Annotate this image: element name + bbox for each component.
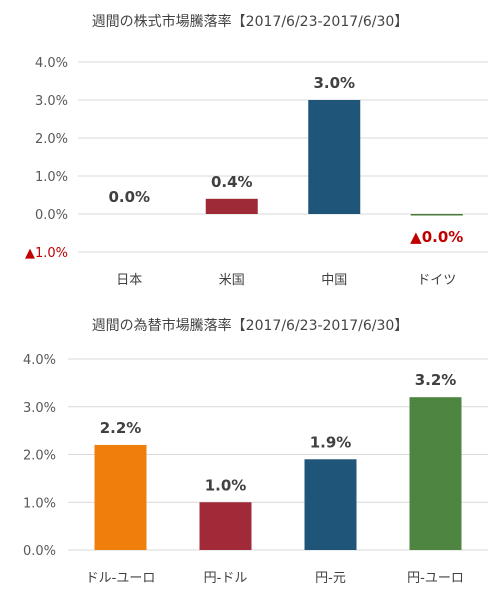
bar: [94, 444, 147, 550]
x-category-label: 円-ユーロ: [407, 571, 464, 586]
bar: [409, 397, 462, 550]
x-category-label: 中国: [321, 273, 347, 288]
y-tick-label: 2.0%: [23, 449, 56, 464]
data-label: 0.0%: [108, 188, 150, 206]
y-tick-label: 3.0%: [23, 401, 56, 416]
x-category-label: ドル-ユーロ: [86, 571, 156, 586]
fx-market-chart: 週間の為替市場騰落率【2017/6/23-2017/6/30】 4.0% 3.0%…: [23, 317, 488, 586]
y-tick-label: 3.0%: [35, 94, 68, 109]
data-label: ▲0.0%: [410, 228, 463, 246]
chart-title: 週間の為替市場騰落率【2017/6/23-2017/6/30】: [92, 317, 409, 334]
y-tick-label: 1.0%: [35, 170, 68, 185]
y-tick-label: ▲1.0%: [25, 246, 68, 261]
bar: [205, 198, 258, 214]
x-category-label: ドイツ: [417, 273, 456, 288]
bar: [410, 214, 463, 216]
data-label: 1.9%: [310, 433, 352, 451]
data-label: 0.4%: [211, 173, 253, 191]
chart-title: 週間の株式市場騰落率【2017/6/23-2017/6/30】: [92, 13, 409, 30]
y-tick-label: 4.0%: [35, 56, 68, 71]
bar: [304, 459, 357, 550]
y-tick-label: 2.0%: [35, 132, 68, 147]
x-category-label: 円-ドル: [204, 571, 248, 586]
x-category-label: 日本: [116, 273, 142, 288]
y-tick-label: 0.0%: [23, 544, 56, 559]
data-label: 3.2%: [415, 371, 457, 389]
y-tick-label: 4.0%: [23, 353, 56, 368]
data-label: 3.0%: [313, 74, 355, 92]
data-label: 2.2%: [100, 419, 142, 437]
stock-market-chart: 週間の株式市場騰落率【2017/6/23-2017/6/30】 4.0% 3.0%…: [25, 13, 488, 288]
y-tick-label: 0.0%: [35, 208, 68, 223]
data-label: 1.0%: [205, 476, 247, 494]
bar: [199, 502, 252, 550]
y-tick-label: 1.0%: [23, 496, 56, 511]
x-category-label: 円-元: [315, 571, 346, 586]
x-category-label: 米国: [219, 273, 245, 288]
bar: [308, 100, 361, 214]
